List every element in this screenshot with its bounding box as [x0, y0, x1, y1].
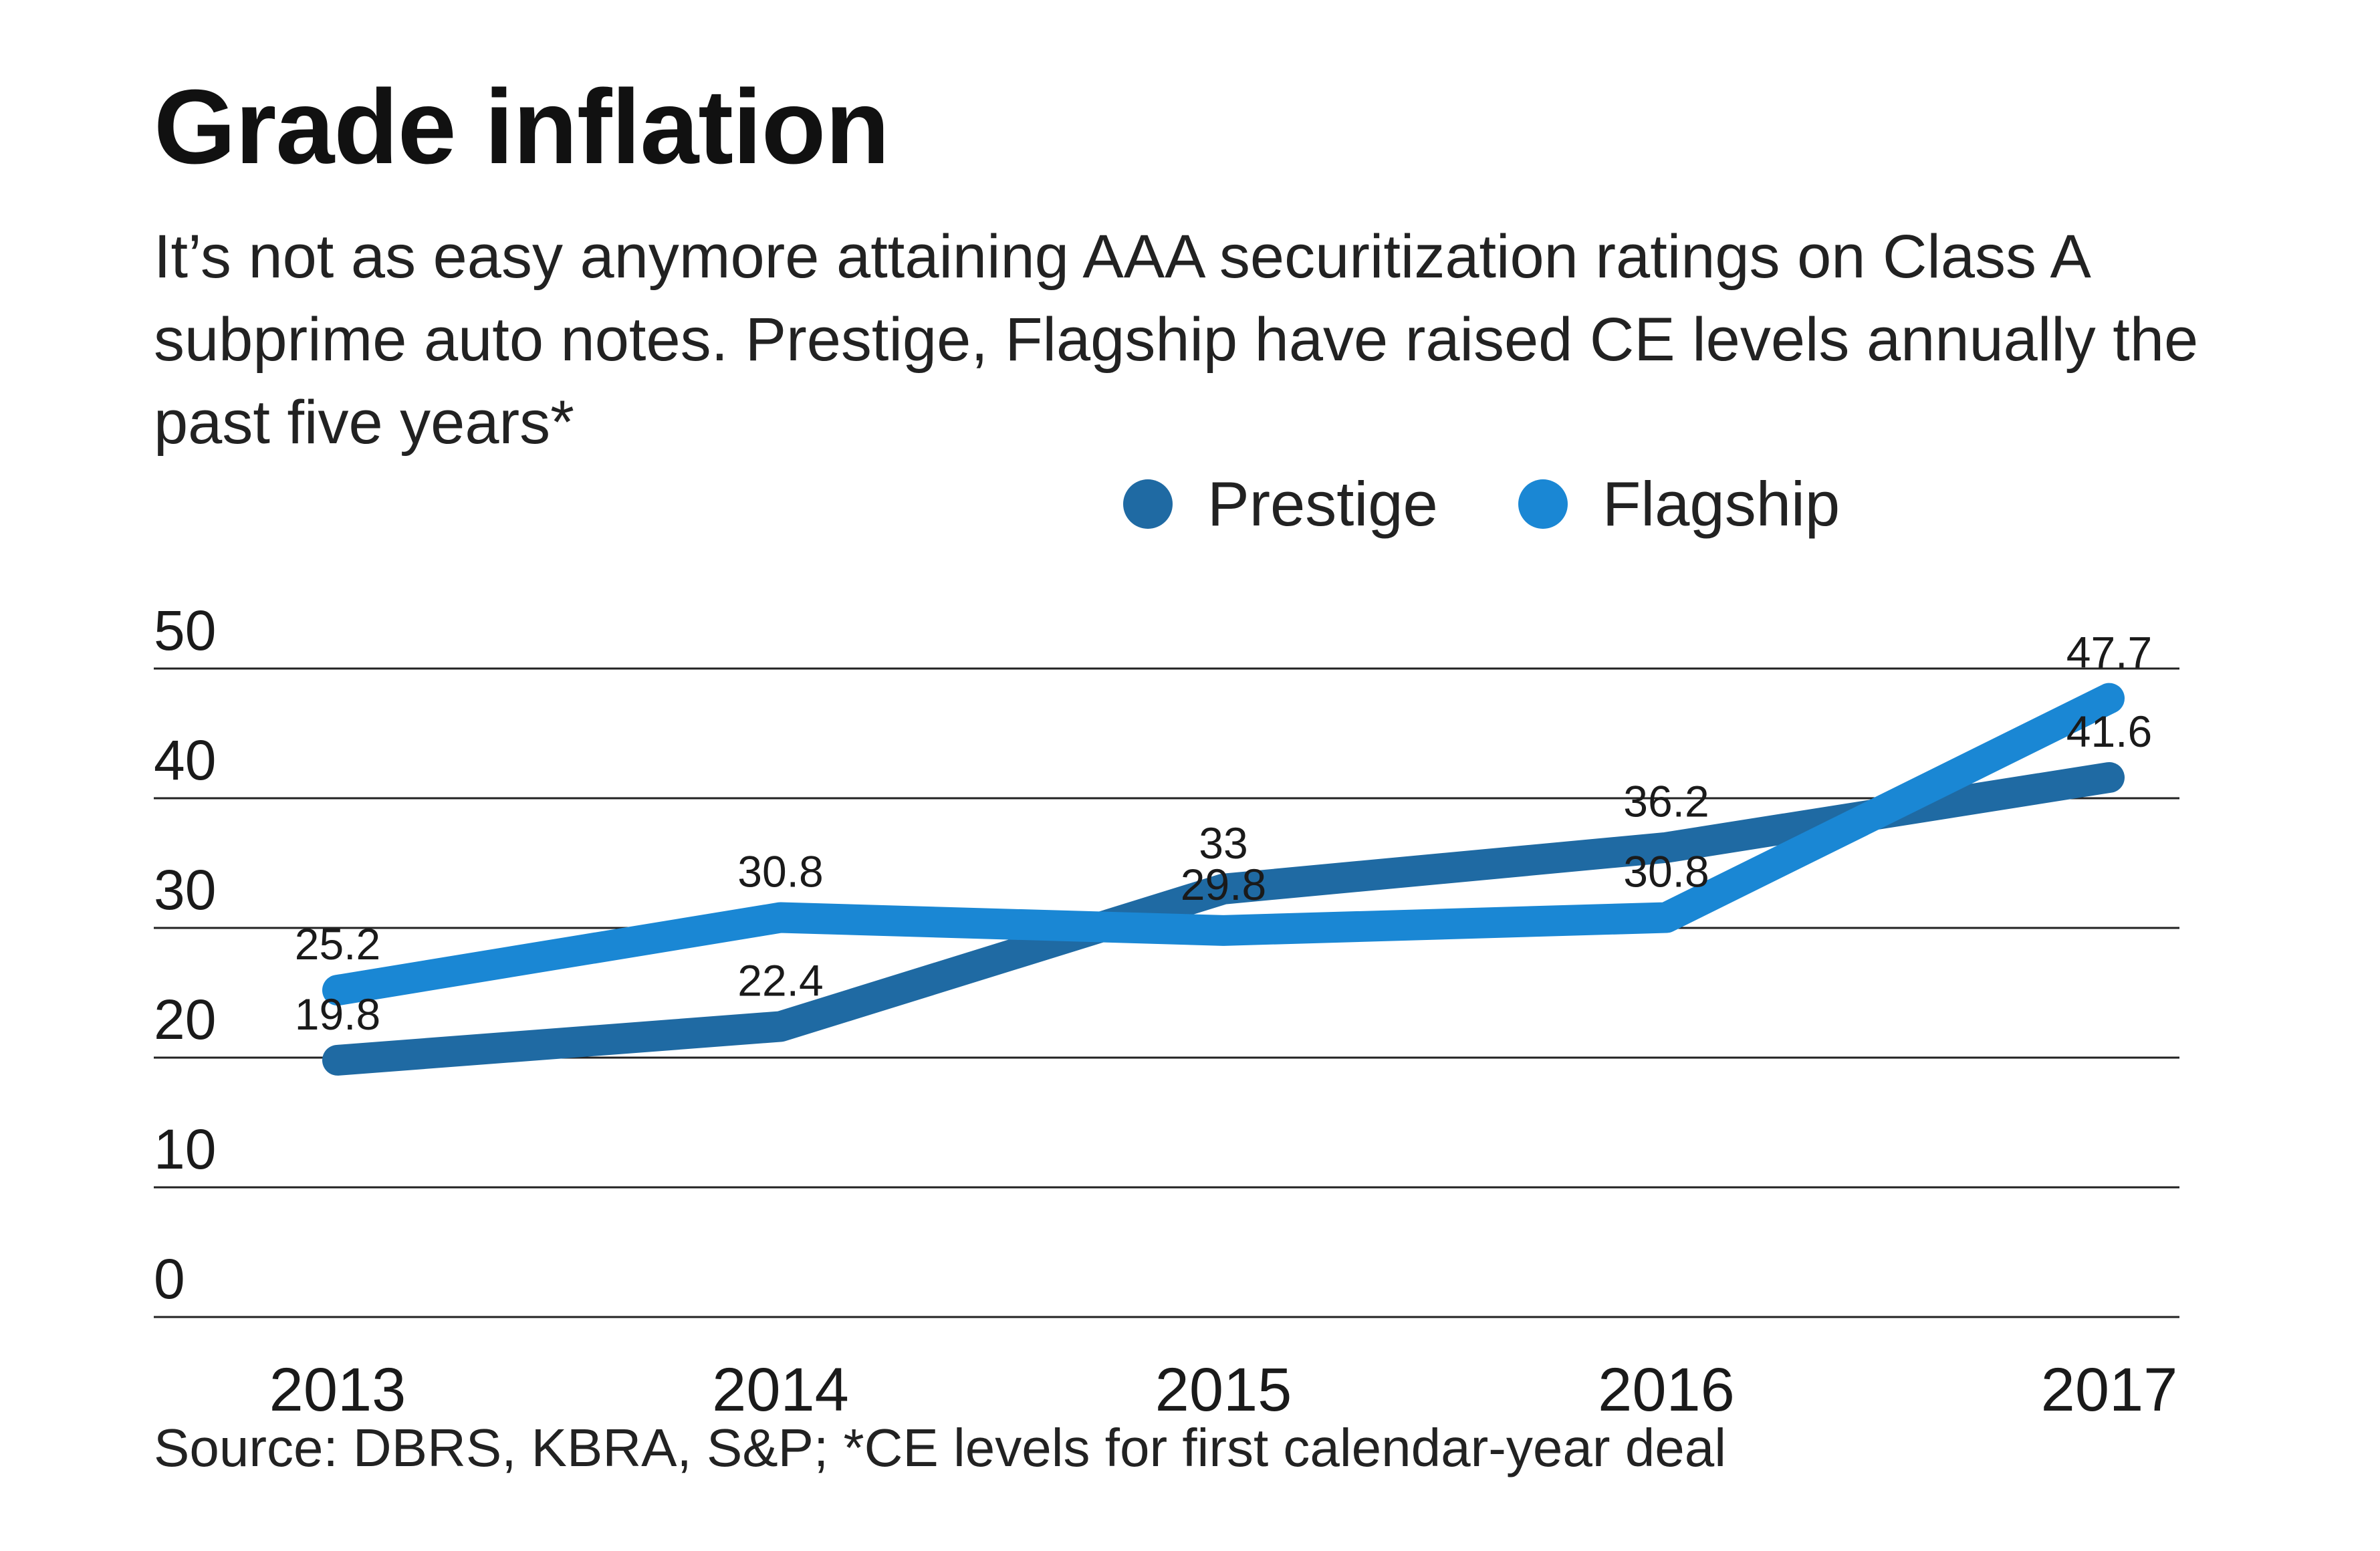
data-label-prestige: 19.8	[295, 989, 380, 1039]
legend-label-flagship: Flagship	[1602, 469, 1840, 539]
data-label-flagship: 29.8	[1181, 860, 1266, 909]
y-axis-ticks: 0 10 20 30 40 50	[154, 599, 216, 1310]
source-note: Source: DBRS, KBRA, S&P; *CE levels for …	[154, 1418, 1727, 1477]
data-label-prestige: 36.2	[1623, 777, 1709, 826]
series-line-prestige	[322, 761, 2125, 1076]
legend-swatch-flagship	[1518, 479, 1568, 529]
x-tick-label: 2017	[2041, 1356, 2178, 1424]
data-label-flagship: 30.8	[1623, 846, 1709, 896]
series-lines	[322, 683, 2125, 1076]
x-tick-label: 2015	[1155, 1356, 1292, 1424]
x-axis-ticks: 2013 2014 2015 2016 2017	[269, 1356, 2178, 1424]
legend-label-prestige: Prestige	[1207, 469, 1438, 539]
legend-swatch-prestige	[1123, 479, 1173, 529]
y-tick-label: 20	[154, 988, 216, 1051]
series-line-flagship	[322, 683, 2125, 1006]
y-tick-label: 0	[154, 1247, 185, 1310]
legend-item-flagship: Flagship	[1518, 468, 1840, 540]
x-tick-label: 2013	[269, 1356, 406, 1424]
y-tick-label: 40	[154, 729, 216, 792]
chart-subtitle: It’s not as easy anymore attaining AAA s…	[154, 223, 2199, 457]
data-label-prestige: 33	[1199, 818, 1247, 868]
chart-title: Grade inflation	[154, 68, 890, 186]
y-tick-label: 10	[154, 1118, 216, 1181]
x-tick-label: 2014	[712, 1356, 849, 1424]
legend-item-prestige: Prestige	[1123, 468, 1438, 540]
data-label-flagship: 30.8	[737, 846, 823, 896]
data-label-prestige: 41.6	[2066, 707, 2152, 756]
y-tick-label: 50	[154, 599, 216, 662]
y-tick-label: 30	[154, 858, 216, 921]
legend: Prestige Flagship	[1123, 468, 1920, 540]
x-tick-label: 2016	[1598, 1356, 1735, 1424]
data-label-prestige: 22.4	[737, 955, 823, 1005]
gridlines	[154, 667, 2179, 1318]
data-label-flagship: 47.7	[2066, 628, 2152, 677]
data-label-flagship: 25.2	[295, 919, 380, 969]
